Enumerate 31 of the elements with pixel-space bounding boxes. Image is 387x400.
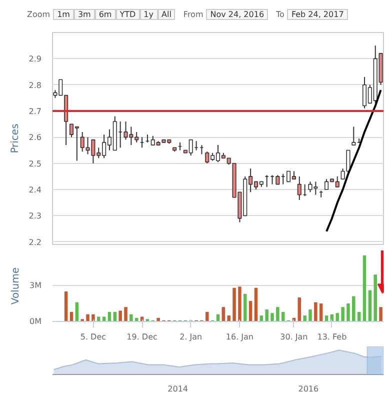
x-tick-label: 30. Jan xyxy=(280,332,308,342)
y-tick-label: 2.2 xyxy=(28,238,42,247)
x-tick-label: 2. Jan xyxy=(180,332,202,342)
text: Feb 24, 2017 xyxy=(287,9,348,20)
y-axis-title: Volume xyxy=(10,267,22,305)
y-tick-label: 2.3 xyxy=(28,212,42,221)
x-tick-label: 19. Dec xyxy=(126,332,158,342)
text: YTD xyxy=(116,9,140,20)
text: 1y xyxy=(140,9,158,20)
text: Nov 24, 2016 xyxy=(206,9,268,20)
y-tick-label: 3M xyxy=(30,280,42,290)
x-tick-label: 13. Feb xyxy=(317,332,347,342)
x-tick-label: 5. Dec xyxy=(80,332,106,342)
y-tick-label: 2.4 xyxy=(28,186,42,195)
y-tick-label: 2.9 xyxy=(28,54,42,64)
y-tick-label: 2.7 xyxy=(28,107,42,116)
x-tick-label: 16. Jan xyxy=(226,332,254,342)
y-tick-label: 2.6 xyxy=(28,133,42,142)
y-tick-label: 2.8 xyxy=(28,80,42,90)
y-tick-label: 2.5 xyxy=(28,159,42,168)
x-tick-label: 2016 xyxy=(298,384,319,394)
text: From xyxy=(183,10,204,19)
text: Zoom xyxy=(27,10,50,19)
text: 6m xyxy=(94,9,116,20)
text: 1m xyxy=(53,9,74,20)
y-tick-label: 0M xyxy=(30,317,42,326)
y-axis-title: Prices xyxy=(10,124,21,154)
text: To xyxy=(276,10,284,19)
text: 3m xyxy=(74,9,95,20)
text: All xyxy=(158,9,176,20)
x-tick-label: 2014 xyxy=(168,384,188,394)
